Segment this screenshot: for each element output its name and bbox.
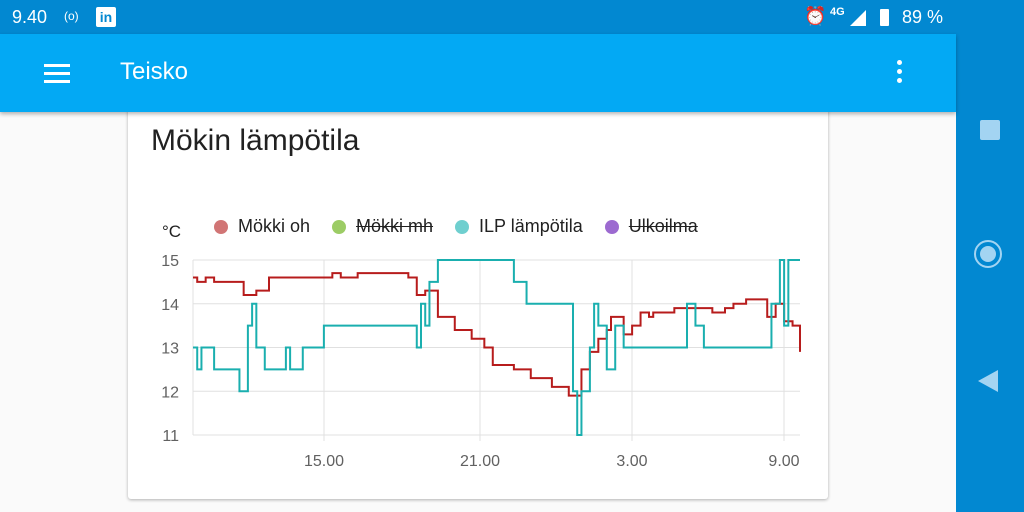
recents-button[interactable]: [980, 120, 1000, 140]
svg-text:11: 11: [162, 428, 179, 445]
svg-text:9.00: 9.00: [768, 453, 799, 470]
temperature-chart[interactable]: 15 14 13 12 11 15.00 21.00 3.00 9.00: [128, 100, 828, 499]
legend-item-ilp[interactable]: ILP lämpötila: [455, 216, 583, 237]
status-bar: 9.40 (o) in ⏰ 4G 89 %: [0, 0, 1024, 34]
legend-dot: [455, 219, 470, 234]
svg-text:12: 12: [161, 384, 179, 401]
svg-text:3.00: 3.00: [616, 453, 647, 470]
card-title: Mökin lämpötila: [151, 124, 360, 157]
hotspot-icon: (o): [64, 9, 79, 23]
legend-dot: [604, 219, 619, 234]
alarm-icon: ⏰: [804, 6, 827, 26]
navigation-bar: [956, 34, 1024, 512]
signal-icon: [850, 10, 866, 26]
hamburger-menu-icon[interactable]: [44, 64, 70, 88]
app-title: Teisko: [120, 58, 189, 85]
app-bar: Teisko: [0, 34, 956, 112]
battery-percent: 89 %: [902, 7, 944, 27]
chart-legend: Mökki oh Mökki mh ILP lämpötila Ulkoilma: [214, 216, 720, 237]
svg-text:21.00: 21.00: [460, 453, 500, 470]
svg-text:15: 15: [161, 253, 179, 270]
network-type: 4G: [830, 6, 845, 18]
legend-dot: [332, 219, 347, 234]
battery-icon: [880, 9, 889, 26]
legend-item-mokki-mh[interactable]: Mökki mh: [332, 216, 433, 237]
back-button[interactable]: [978, 370, 998, 392]
linkedin-icon: in: [96, 7, 116, 27]
clock: 9.40: [12, 7, 48, 27]
legend-item-mokki-oh[interactable]: Mökki oh: [214, 216, 310, 237]
home-button[interactable]: [974, 240, 1002, 268]
svg-text:15.00: 15.00: [304, 453, 344, 470]
y-axis-unit: °C: [162, 222, 182, 241]
legend-item-ulkoilma[interactable]: Ulkoilma: [604, 216, 698, 237]
svg-text:14: 14: [161, 297, 179, 314]
svg-text:13: 13: [161, 341, 179, 358]
legend-dot: [214, 219, 228, 234]
more-options-icon[interactable]: [890, 60, 908, 88]
history-graph-card: Mökin lämpötila °C Mökki oh Mökki mh ILP…: [128, 100, 828, 499]
